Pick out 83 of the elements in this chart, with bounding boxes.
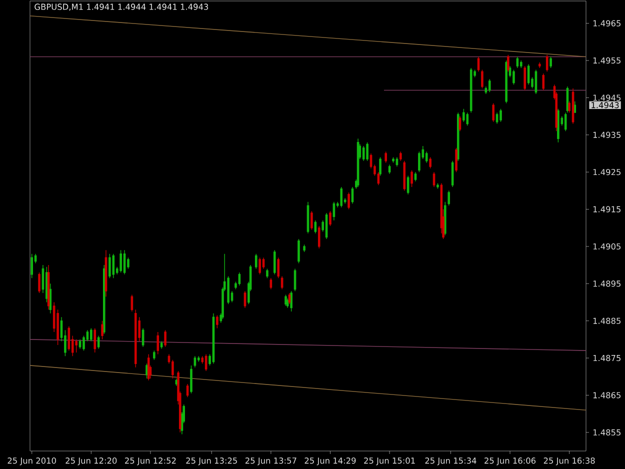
- candlestick: [38, 272, 40, 294]
- candlestick: [481, 69, 484, 89]
- candlestick: [507, 54, 510, 72]
- candlestick: [30, 254, 33, 278]
- candlestick: [258, 257, 261, 275]
- candlestick: [94, 328, 96, 353]
- y-tick-label: 1.4955: [593, 57, 620, 64]
- candlestick: [392, 156, 394, 164]
- candlestick: [500, 108, 502, 122]
- x-tick-label: 25 Jun 12:20: [66, 458, 117, 466]
- candlestick: [448, 190, 450, 206]
- y-tick-label: 1.4885: [593, 318, 620, 324]
- y-tick-label: 1.4895: [593, 280, 620, 287]
- candlestick: [379, 156, 382, 176]
- text: 1.4943: [592, 102, 619, 108]
- candlestick: [366, 142, 368, 162]
- x-tick-label: 25 Jun 15:01: [364, 458, 415, 466]
- candlestick: [277, 257, 280, 278]
- candlestick: [362, 146, 365, 162]
- candlestick: [492, 102, 494, 122]
- candlestick: [101, 320, 104, 340]
- candlestick: [488, 78, 491, 92]
- candlestick: [329, 210, 332, 226]
- candlestick: [538, 62, 541, 68]
- x-tick-label: 25 Jun 13:57: [245, 458, 296, 466]
- candlestick: [520, 60, 522, 68]
- candlestick: [348, 192, 350, 210]
- x-tick-label: 25 Jun 15:34: [425, 458, 476, 466]
- candlestick: [273, 250, 276, 275]
- x-tick-label: 25 Jun 16:38: [544, 458, 595, 466]
- candlestick: [564, 112, 567, 132]
- y-tick-label: 1.4935: [593, 132, 620, 138]
- candlestick: [190, 365, 192, 394]
- candlestick: [512, 69, 515, 86]
- candlestick: [410, 170, 413, 188]
- y-tick-label: 1.4905: [593, 243, 620, 250]
- candlestick: [340, 186, 343, 208]
- candlestick: [388, 164, 391, 174]
- candlestick: [108, 254, 111, 278]
- candlestick: [429, 156, 432, 169]
- candlestick: [524, 66, 526, 91]
- candlestick: [153, 350, 156, 360]
- candlestick: [254, 254, 258, 270]
- candlestick: [455, 148, 458, 172]
- candlestick: [400, 151, 402, 162]
- x-tick-label: 25 Jun 2010: [8, 458, 56, 466]
- y-tick-label: 1.4875: [593, 354, 620, 362]
- candlestick: [90, 328, 92, 342]
- candlestick: [164, 330, 166, 348]
- x-tick-label: 25 Jun 12:52: [125, 458, 176, 466]
- y-tick-label: 1.4855: [593, 429, 620, 436]
- candlestick: [194, 356, 196, 368]
- candlestick: [318, 226, 320, 249]
- candlestick: [266, 268, 268, 278]
- x-tick-label: 25 Jun 13:25: [186, 458, 237, 466]
- candlestick: [550, 56, 552, 68]
- candlestick: [414, 172, 417, 182]
- chart-title: GBPUSD,M1 1.4941 1.4944 1.4941 1.4943: [34, 4, 208, 11]
- candlestick: [403, 160, 406, 192]
- candlestick: [310, 210, 313, 230]
- candlestick: [120, 250, 122, 273]
- candlestick: [436, 182, 439, 190]
- candlestick: [160, 340, 163, 350]
- y-tick-label: 1.4915: [593, 206, 620, 212]
- candlestick: [384, 151, 387, 164]
- x-tick-label: 25 Jun 16:06: [484, 458, 536, 466]
- candlestick: [75, 339, 78, 353]
- y-tick-label: 1.4965: [593, 20, 620, 26]
- candlestick: [466, 112, 469, 126]
- candlestick: [462, 108, 465, 122]
- candlestick: [542, 73, 545, 91]
- y-tick-label: 1.4945: [593, 94, 620, 101]
- candlestick: [216, 314, 218, 329]
- candlestick: [156, 332, 160, 355]
- candlestick: [134, 309, 137, 368]
- y-tick-label: 1.4925: [593, 168, 620, 176]
- candlestick: [147, 354, 150, 381]
- candlestick: [396, 156, 398, 167]
- candlestick: [303, 244, 306, 252]
- candlestick: [298, 238, 300, 264]
- candlestick: [505, 60, 508, 104]
- y-tick-label: 1.4865: [593, 392, 620, 398]
- x-tick-label: 25 Jun 14:29: [304, 458, 356, 466]
